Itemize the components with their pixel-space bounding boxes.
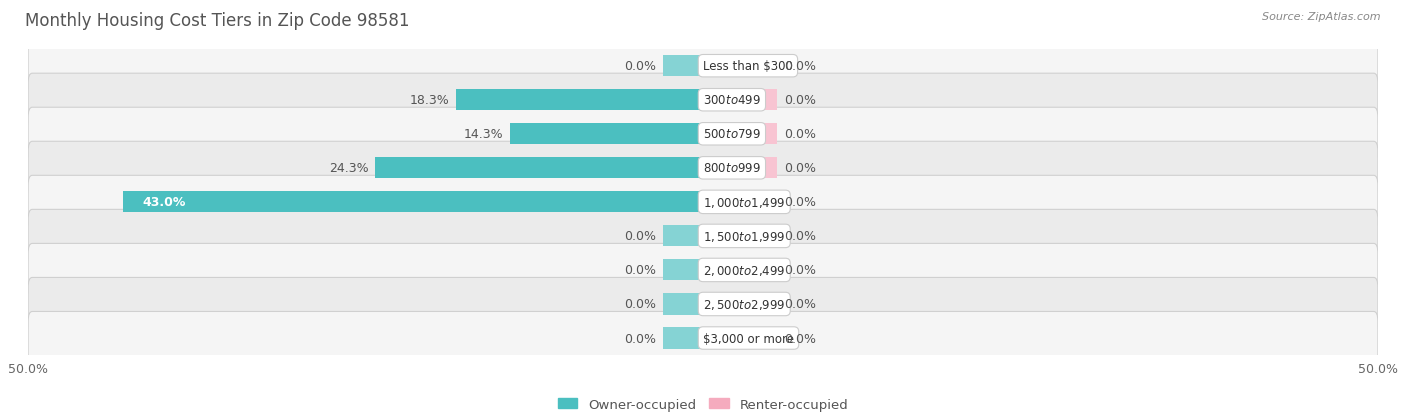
Text: $2,500 to $2,999: $2,500 to $2,999 bbox=[703, 297, 786, 311]
FancyBboxPatch shape bbox=[28, 244, 1378, 297]
Text: $500 to $799: $500 to $799 bbox=[703, 128, 761, 141]
FancyBboxPatch shape bbox=[28, 108, 1378, 161]
Text: Source: ZipAtlas.com: Source: ZipAtlas.com bbox=[1263, 12, 1381, 22]
Text: 24.3%: 24.3% bbox=[329, 162, 368, 175]
Bar bbox=[703, 124, 778, 145]
Bar bbox=[456, 90, 703, 111]
FancyBboxPatch shape bbox=[28, 278, 1378, 331]
Bar bbox=[662, 328, 703, 349]
FancyBboxPatch shape bbox=[28, 142, 1378, 195]
Bar bbox=[375, 158, 703, 179]
Bar bbox=[703, 260, 778, 281]
Text: $1,500 to $1,999: $1,500 to $1,999 bbox=[703, 229, 786, 243]
Text: 0.0%: 0.0% bbox=[624, 332, 655, 345]
Text: 0.0%: 0.0% bbox=[785, 298, 815, 311]
Text: $2,000 to $2,499: $2,000 to $2,499 bbox=[703, 263, 786, 277]
Text: 0.0%: 0.0% bbox=[785, 60, 815, 73]
FancyBboxPatch shape bbox=[28, 74, 1378, 127]
FancyBboxPatch shape bbox=[28, 312, 1378, 365]
FancyBboxPatch shape bbox=[28, 210, 1378, 263]
Bar bbox=[122, 192, 703, 213]
Text: 0.0%: 0.0% bbox=[785, 332, 815, 345]
Text: 14.3%: 14.3% bbox=[464, 128, 503, 141]
Text: 0.0%: 0.0% bbox=[624, 264, 655, 277]
Text: 0.0%: 0.0% bbox=[624, 230, 655, 243]
Bar bbox=[703, 90, 778, 111]
Text: 0.0%: 0.0% bbox=[785, 162, 815, 175]
Text: $3,000 or more: $3,000 or more bbox=[703, 332, 794, 345]
FancyBboxPatch shape bbox=[28, 176, 1378, 229]
Text: 0.0%: 0.0% bbox=[785, 264, 815, 277]
Bar bbox=[703, 328, 778, 349]
Text: Monthly Housing Cost Tiers in Zip Code 98581: Monthly Housing Cost Tiers in Zip Code 9… bbox=[25, 12, 409, 30]
Text: 0.0%: 0.0% bbox=[785, 196, 815, 209]
Bar bbox=[703, 192, 778, 213]
Text: 18.3%: 18.3% bbox=[409, 94, 450, 107]
Text: $1,000 to $1,499: $1,000 to $1,499 bbox=[703, 195, 786, 209]
Bar bbox=[703, 226, 778, 247]
Bar bbox=[662, 56, 703, 77]
Bar bbox=[703, 294, 778, 315]
Bar bbox=[662, 294, 703, 315]
Bar bbox=[510, 124, 703, 145]
Text: 0.0%: 0.0% bbox=[624, 298, 655, 311]
Text: $300 to $499: $300 to $499 bbox=[703, 94, 761, 107]
Text: 0.0%: 0.0% bbox=[785, 128, 815, 141]
Legend: Owner-occupied, Renter-occupied: Owner-occupied, Renter-occupied bbox=[553, 392, 853, 413]
Text: $800 to $999: $800 to $999 bbox=[703, 162, 761, 175]
Text: 0.0%: 0.0% bbox=[785, 94, 815, 107]
FancyBboxPatch shape bbox=[28, 40, 1378, 93]
Text: 0.0%: 0.0% bbox=[785, 230, 815, 243]
Bar bbox=[662, 260, 703, 281]
Bar bbox=[662, 226, 703, 247]
Text: Less than $300: Less than $300 bbox=[703, 60, 793, 73]
Text: 43.0%: 43.0% bbox=[143, 196, 186, 209]
Text: 0.0%: 0.0% bbox=[624, 60, 655, 73]
Bar bbox=[703, 158, 778, 179]
Bar bbox=[703, 56, 778, 77]
